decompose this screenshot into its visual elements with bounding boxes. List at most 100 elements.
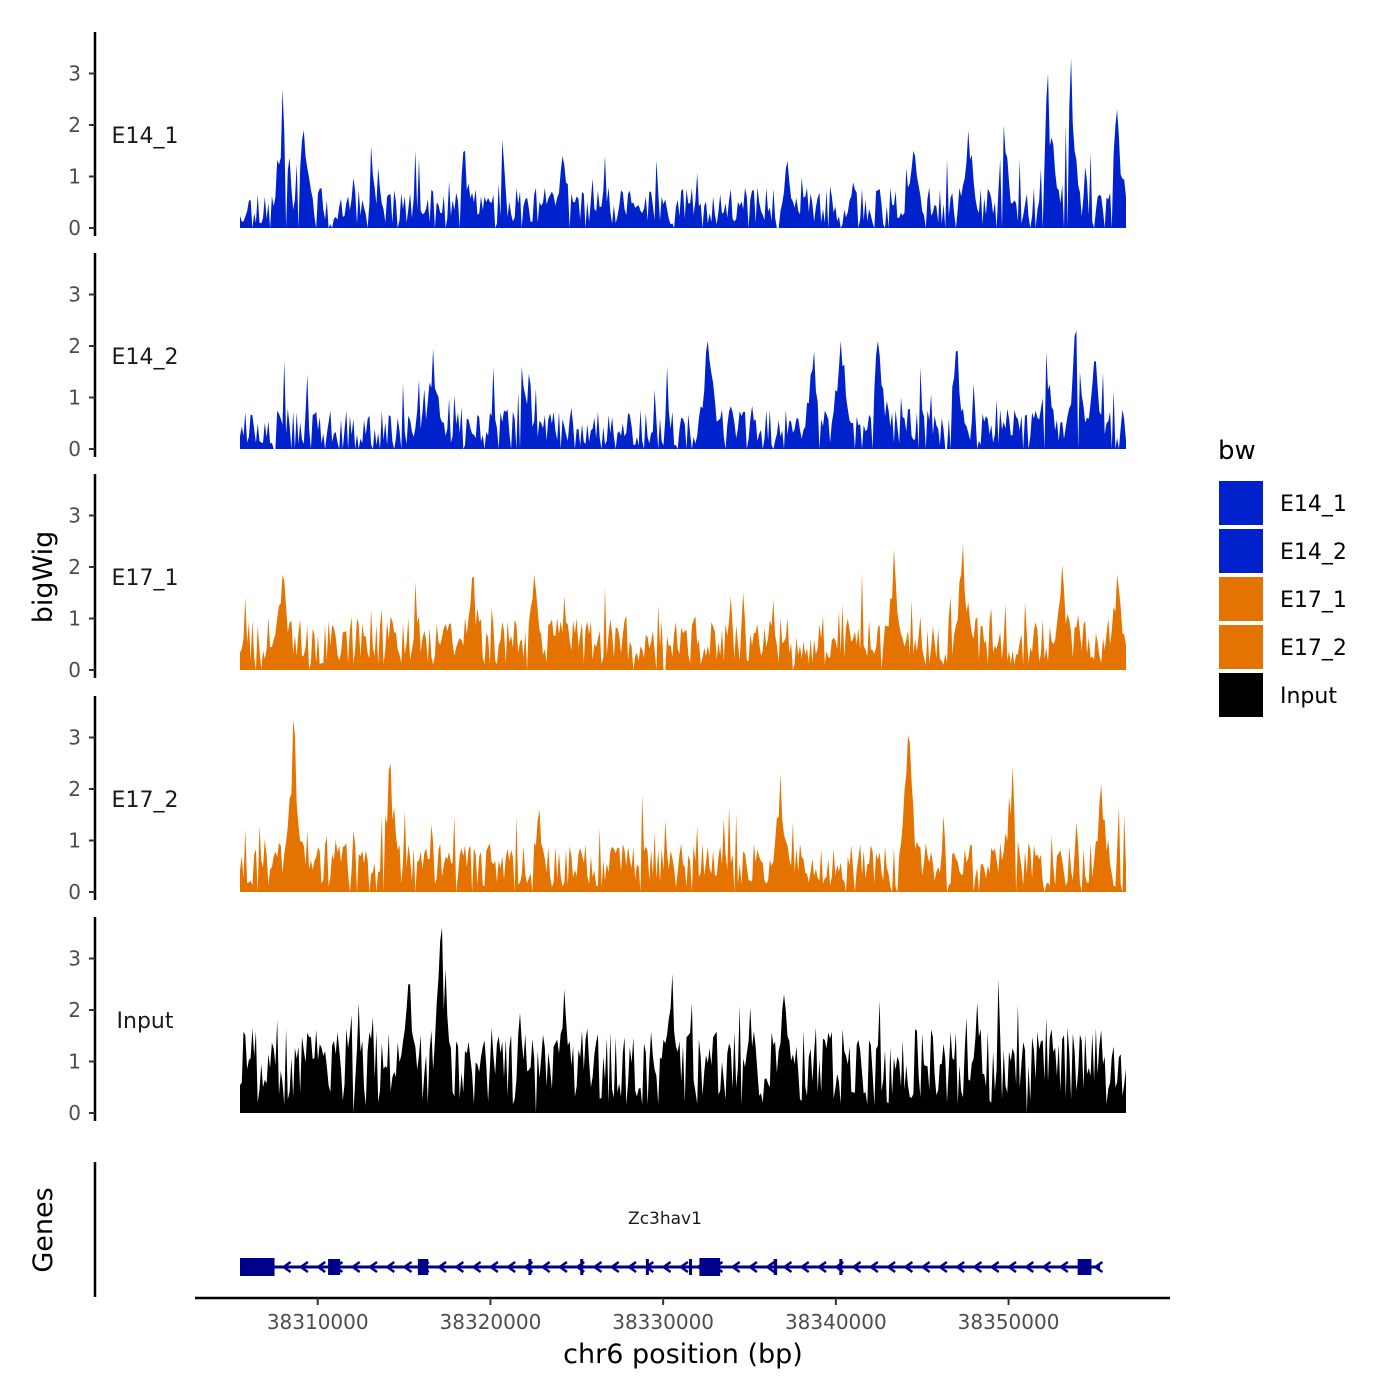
signal-area-E17_1 [240,543,1126,670]
gene-exon [580,1259,584,1275]
legend-key-E17_1 [1219,577,1263,621]
strand-arrow [972,1260,983,1274]
strand-arrow [955,1260,965,1274]
strand-arrow [609,1260,620,1274]
x-tick-label: 38310000 [267,1310,369,1334]
strand-arrow [868,1260,879,1274]
legend-key-E14_2 [1219,529,1263,573]
gene-track: Zc3hav1 [93,1162,1104,1297]
legend-key-E17_2 [1219,625,1263,669]
y-tick-label: 3 [68,283,81,307]
gene-exon [1077,1259,1092,1275]
strand-arrow [298,1260,309,1274]
gene-exon [528,1259,532,1275]
legend-label-E14_2: E14_2 [1280,540,1347,565]
gene-exon [699,1258,721,1276]
strand-arrow [747,1260,758,1274]
strand-arrow [316,1260,326,1274]
y-tick-label: 0 [68,880,81,904]
gene-exon [328,1259,341,1275]
gene-exon [645,1259,649,1275]
y-tick-label: 1 [68,165,81,189]
y-tick-label: 3 [68,726,81,750]
track-E14_1: 0 1 2 3 E14_1 [68,32,1126,240]
x-tick-label: 38320000 [440,1310,542,1334]
y-tick-label: 1 [68,607,81,631]
strand-arrow [799,1260,810,1274]
genes-axis-title: Genes [28,1187,59,1272]
strand-arrow [989,1260,1000,1274]
strand-arrow [471,1260,482,1274]
strand-arrow [385,1260,395,1274]
y-tick-label: 1 [68,829,81,853]
y-tick-label: 2 [68,334,81,358]
strand-arrow [367,1260,378,1274]
strand-arrow [281,1260,292,1274]
y-axis-title: bigWig [28,531,59,624]
gene-exon [240,1258,275,1276]
strand-arrow [454,1260,465,1274]
gene-exon [839,1259,843,1275]
track-label: E14_2 [112,345,179,370]
strand-arrow [782,1260,793,1274]
track-E17_1: 0 1 2 3 E17_1 [68,474,1126,682]
strand-arrow [920,1260,931,1274]
signal-area-E17_2 [240,719,1126,892]
y-tick-label: 1 [68,1050,81,1074]
x-tick-label: 38330000 [612,1310,714,1334]
y-tick-label: 0 [68,1101,81,1125]
signal-area-E14_1 [240,58,1126,228]
strand-arrow [402,1260,413,1274]
strand-arrow [1058,1260,1069,1274]
strand-arrow [436,1260,447,1274]
y-tick-label: 2 [68,555,81,579]
strand-arrow [1093,1260,1104,1274]
track-label: E17_1 [112,566,179,591]
y-tick-label: 0 [68,437,81,461]
strand-arrow [626,1260,637,1274]
x-tick-label: 38340000 [785,1310,887,1334]
signal-tracks: 0 1 2 3 E14_1 0 1 2 3 E14_2 0 1 2 3 E17_1 0 1 2 3 E17_2 0 1 2 3… [68,32,1126,1125]
gene-exon [689,1259,693,1275]
strand-arrow [816,1260,827,1274]
strand-arrow [592,1260,603,1274]
gene-name-label: Zc3hav1 [628,1209,702,1229]
y-tick-label: 3 [68,504,81,528]
y-tick-label: 3 [68,947,81,971]
legend: E14_1 E14_2 E17_1 E17_2 Input [1219,481,1347,717]
signal-area-Input [240,927,1126,1113]
track-Input: 0 1 2 3 Input [68,917,1126,1125]
track-E17_2: 0 1 2 3 E17_2 [68,696,1126,904]
y-tick-label: 0 [68,658,81,682]
strand-arrow [506,1260,516,1274]
strand-arrow [1006,1260,1017,1274]
strand-arrow [937,1260,948,1274]
track-E14_2: 0 1 2 3 E14_2 [68,253,1126,461]
legend-label-Input: Input [1280,684,1337,709]
strand-arrow [488,1260,499,1274]
track-label: E14_1 [112,124,179,149]
y-tick-label: 2 [68,777,81,801]
legend-key-Input [1219,673,1263,717]
strand-arrow [678,1260,689,1274]
strand-arrow [1024,1260,1035,1274]
strand-arrow [851,1260,862,1274]
gene-exon [417,1259,429,1275]
strand-arrow [765,1260,775,1274]
strand-arrow [885,1260,896,1274]
y-tick-label: 0 [68,216,81,240]
gene-exon [773,1259,778,1275]
strand-arrow [903,1260,914,1274]
x-tick-label: 38350000 [958,1310,1060,1334]
strand-arrow [730,1260,741,1274]
x-axis-title: chr6 position (bp) [563,1339,803,1370]
strand-arrow [540,1260,551,1274]
track-label: Input [117,1009,174,1034]
legend-label-E17_2: E17_2 [1280,636,1347,661]
track-label: E17_2 [112,788,179,813]
y-tick-label: 3 [68,62,81,86]
legend-label-E17_1: E17_1 [1280,588,1347,613]
y-tick-label: 1 [68,386,81,410]
x-axis: 38310000 38320000 38330000 38340000 38350000 [195,1296,1170,1334]
